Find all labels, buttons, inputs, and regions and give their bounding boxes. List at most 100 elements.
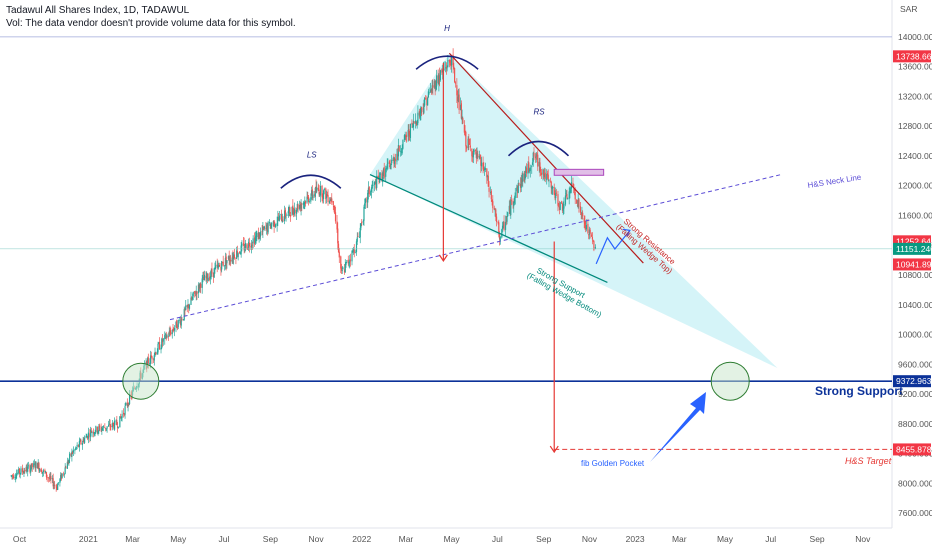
candle-body (22, 472, 24, 474)
candle-body (322, 190, 325, 200)
target-arrow-head (549, 445, 559, 454)
candle-body (55, 486, 57, 488)
candle-body (427, 98, 429, 106)
candle-body (520, 178, 522, 188)
golden-pocket-arrow (650, 392, 706, 462)
candle-body (304, 200, 306, 204)
candle-body (167, 336, 170, 338)
candle-body (588, 229, 591, 235)
candle-body (195, 291, 197, 295)
candle-body (60, 475, 62, 480)
candle-body (127, 404, 129, 407)
candle-body (349, 259, 351, 263)
candle-body (450, 63, 452, 67)
candle-body (194, 291, 196, 294)
candle-body (236, 251, 239, 256)
candle-body (417, 112, 419, 124)
candle-body (540, 170, 542, 172)
candle-body (415, 121, 418, 125)
candle-body (57, 484, 59, 490)
candle-body (30, 468, 32, 473)
candle-body (318, 189, 320, 195)
candle-body (50, 476, 52, 480)
price-tick-label: 10400.000 (898, 300, 932, 310)
candle-body (82, 439, 84, 443)
candle-body (397, 154, 399, 156)
grid (0, 0, 893, 529)
candle-body (18, 468, 21, 474)
candle-body (113, 424, 115, 429)
candle-body (370, 187, 373, 192)
candle-body (11, 475, 13, 477)
candle-body (179, 320, 181, 322)
candle-body (495, 216, 498, 222)
candle-body (192, 292, 194, 297)
candle-body (385, 168, 388, 170)
candle-body (184, 309, 186, 311)
candle-body (49, 476, 51, 479)
candle-body (206, 272, 208, 279)
candle-body (168, 331, 170, 337)
candle-body (42, 471, 44, 474)
candle-body (251, 244, 253, 248)
candle-body (406, 135, 408, 138)
candle-body (528, 162, 530, 171)
candle-body (474, 150, 477, 151)
candle-body (409, 123, 412, 138)
candle-body (210, 269, 212, 276)
candle-body (419, 112, 421, 118)
candle-body (30, 463, 33, 469)
candle-body (295, 209, 297, 214)
candle-body (379, 173, 382, 175)
candle-body (262, 226, 264, 232)
candle-body (263, 226, 265, 229)
candle-body (203, 274, 206, 281)
candle-body (521, 179, 523, 183)
candle-body (31, 463, 33, 468)
candle-body (478, 155, 480, 159)
candle-body (76, 444, 78, 447)
candle-body (570, 189, 572, 192)
candle-body (537, 154, 539, 167)
candle-body (171, 330, 173, 335)
price-tick-label: 13200.000 (898, 91, 932, 101)
candle-body (356, 237, 358, 242)
currency-label: SAR (900, 4, 917, 14)
candle-body (105, 428, 107, 430)
candle-body (437, 75, 439, 84)
candle-body (327, 194, 329, 203)
candle-body (81, 442, 83, 445)
candle-body (401, 147, 403, 154)
candle-body (325, 194, 328, 198)
candle-body (78, 444, 80, 447)
candle-body (533, 152, 535, 157)
candle-body (391, 159, 393, 164)
candle-body (382, 168, 385, 177)
candle-body (231, 257, 233, 263)
candle-body (69, 453, 71, 459)
candle-body (29, 465, 31, 472)
candle-body (117, 426, 119, 428)
candle-body (558, 206, 561, 210)
candle-body (319, 194, 321, 196)
candle-body (462, 118, 464, 124)
candle-body (78, 441, 80, 448)
candle-body (200, 283, 202, 288)
candle-body (299, 204, 301, 209)
candle-body (91, 432, 93, 433)
candle-body (19, 473, 21, 475)
candle-body (503, 221, 505, 230)
candle-body (23, 471, 25, 474)
candle-body (322, 196, 324, 198)
candle-body (284, 209, 286, 218)
candle-body (85, 435, 87, 438)
candle-body (323, 188, 325, 191)
candle-body (435, 86, 437, 90)
candle-body (128, 393, 131, 405)
candle-body (169, 330, 171, 333)
candle-body (532, 152, 534, 162)
candle-body (491, 200, 493, 202)
candle-body (378, 180, 380, 182)
candle-body (452, 54, 454, 67)
